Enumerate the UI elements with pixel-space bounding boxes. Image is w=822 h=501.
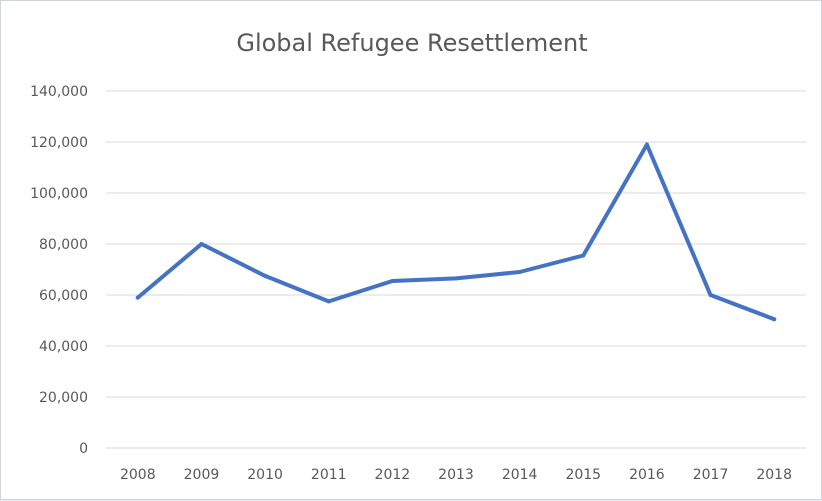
x-tick-label: 2008 xyxy=(120,467,156,483)
data-point xyxy=(644,142,649,147)
y-tick-label: 0 xyxy=(79,441,88,457)
data-point xyxy=(772,317,777,322)
x-tick-label: 2011 xyxy=(311,467,347,483)
x-tick-label: 2013 xyxy=(438,467,474,483)
data-point xyxy=(326,299,331,304)
x-tick-label: 2012 xyxy=(375,467,411,483)
gridlines xyxy=(106,90,806,449)
data-point xyxy=(708,293,713,297)
x-axis-tick-labels: 2008 2009 2010 2011 2012 2013 2014 2015 2016 2017… xyxy=(120,467,792,483)
data-point xyxy=(199,242,204,246)
data-point xyxy=(135,295,140,300)
y-tick-label: 20,000 xyxy=(39,390,88,406)
x-tick-label: 2015 xyxy=(565,467,601,483)
series-line xyxy=(135,142,777,322)
y-tick-label: 120,000 xyxy=(30,135,88,151)
data-point xyxy=(454,276,458,281)
x-tick-label: 2018 xyxy=(756,467,792,483)
x-tick-label: 2009 xyxy=(184,467,220,483)
chart-title: Global Refugee Resettlement xyxy=(236,29,588,57)
data-point xyxy=(517,270,522,275)
x-tick-label: 2014 xyxy=(502,467,538,483)
data-point xyxy=(581,253,586,258)
x-tick-label: 2010 xyxy=(247,467,283,483)
data-point xyxy=(390,278,395,283)
series-layer xyxy=(135,142,777,322)
y-tick-label: 40,000 xyxy=(39,339,88,355)
y-tick-label: 80,000 xyxy=(39,237,88,253)
x-tick-label: 2017 xyxy=(693,467,729,483)
data-point xyxy=(263,273,268,278)
x-tick-label: 2016 xyxy=(629,467,665,483)
y-axis-tick-labels: 0 20,000 40,000 60,000 80,000 100,000 120,000 1… xyxy=(30,84,88,457)
y-tick-label: 140,000 xyxy=(30,84,88,100)
y-tick-label: 60,000 xyxy=(39,288,88,304)
y-tick-label: 100,000 xyxy=(30,186,88,202)
